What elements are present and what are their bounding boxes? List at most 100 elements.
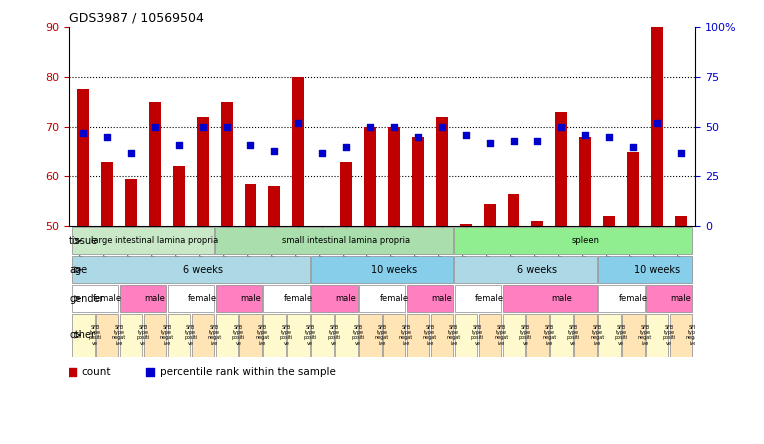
Point — [435, 123, 448, 130]
Bar — [125, 179, 137, 226]
Bar — [412, 137, 424, 226]
Point — [675, 149, 687, 156]
Text: SFB
type
positi
ve: SFB type positi ve — [280, 325, 293, 346]
Bar — [359, 314, 381, 357]
Text: 10 weeks: 10 weeks — [371, 265, 417, 275]
Point — [77, 129, 89, 136]
Text: SFB
type
negat
ive: SFB type negat ive — [494, 325, 509, 346]
Bar — [335, 314, 358, 357]
Bar — [268, 186, 280, 226]
Bar — [579, 137, 591, 226]
Text: 10 weeks: 10 weeks — [634, 265, 680, 275]
Text: SFB
type
positi
ve: SFB type positi ve — [471, 325, 484, 346]
Point — [196, 123, 209, 130]
Bar — [168, 285, 214, 312]
Bar — [311, 285, 358, 312]
Text: female: female — [283, 294, 313, 303]
Point — [555, 123, 568, 130]
Bar — [460, 224, 471, 226]
Point — [66, 369, 78, 376]
Bar — [550, 314, 573, 357]
Bar — [77, 89, 89, 226]
Text: SFB
type
negat
ive: SFB type negat ive — [255, 325, 270, 346]
Point — [144, 369, 157, 376]
Point — [651, 119, 663, 126]
Point — [507, 137, 520, 144]
Text: SFB
type
positi
ve: SFB type positi ve — [567, 325, 580, 346]
Bar — [196, 117, 209, 226]
Bar — [72, 227, 214, 254]
Bar — [651, 27, 663, 226]
Point — [531, 137, 543, 144]
Point — [579, 131, 591, 138]
Text: female: female — [92, 294, 121, 303]
Bar — [215, 227, 453, 254]
Bar — [575, 314, 597, 357]
Bar — [101, 162, 113, 226]
Text: SFB
type
positi
ve: SFB type positi ve — [519, 325, 533, 346]
Bar — [293, 77, 304, 226]
Text: SFB
type
positi
ve: SFB type positi ve — [328, 325, 341, 346]
Text: male: male — [335, 294, 357, 303]
Bar — [215, 314, 238, 357]
Text: tissue: tissue — [70, 236, 99, 246]
Text: SFB
type
negat
ive: SFB type negat ive — [112, 325, 126, 346]
Text: SFB
type
negat
ive: SFB type negat ive — [638, 325, 652, 346]
Text: male: male — [432, 294, 452, 303]
Text: SFB
type
positi
ve: SFB type positi ve — [351, 325, 364, 346]
Point — [484, 139, 496, 146]
Bar — [340, 162, 352, 226]
Text: SFB
type
positi
ve: SFB type positi ve — [184, 325, 197, 346]
Text: SFB
type
positi
ve: SFB type positi ve — [136, 325, 150, 346]
Text: SFB
type
negat
ive: SFB type negat ive — [160, 325, 174, 346]
Bar — [646, 285, 692, 312]
Text: female: female — [188, 294, 217, 303]
Bar — [311, 256, 453, 283]
Point — [460, 131, 472, 138]
Bar — [507, 194, 520, 226]
Bar — [455, 227, 692, 254]
Point — [364, 123, 376, 130]
Text: SFB
type
positi
ve: SFB type positi ve — [662, 325, 675, 346]
Text: SFB
type
negat
ive: SFB type negat ive — [590, 325, 604, 346]
Text: SFB
type
negat
ive: SFB type negat ive — [399, 325, 413, 346]
Bar — [221, 102, 232, 226]
Point — [627, 143, 639, 150]
Point — [173, 141, 185, 148]
Bar — [287, 314, 309, 357]
Bar — [455, 285, 501, 312]
Bar — [526, 314, 549, 357]
Bar — [598, 314, 620, 357]
Text: 6 weeks: 6 weeks — [517, 265, 558, 275]
Bar — [604, 217, 615, 226]
Bar — [555, 111, 568, 226]
Bar — [503, 285, 597, 312]
Text: other: other — [70, 330, 96, 340]
Bar — [455, 314, 478, 357]
Bar — [244, 184, 257, 226]
Text: SFB
type
positi
ve: SFB type positi ve — [89, 325, 102, 346]
Text: male: male — [551, 294, 571, 303]
Text: SFB
type
positi
ve: SFB type positi ve — [614, 325, 628, 346]
Bar — [597, 256, 692, 283]
Bar — [120, 285, 167, 312]
Point — [603, 133, 615, 140]
Bar — [239, 314, 262, 357]
Point — [316, 149, 329, 156]
Bar — [96, 314, 118, 357]
Bar — [311, 314, 334, 357]
Point — [101, 133, 113, 140]
Bar — [72, 285, 118, 312]
Bar — [364, 127, 376, 226]
Text: age: age — [70, 265, 87, 275]
Bar — [168, 314, 190, 357]
Text: small intestinal lamina propria: small intestinal lamina propria — [282, 236, 410, 246]
Text: SFB
type
negat
ive: SFB type negat ive — [375, 325, 389, 346]
Text: male: male — [240, 294, 261, 303]
Bar — [359, 285, 406, 312]
Bar — [431, 314, 453, 357]
Text: SFB
type
positi
ve: SFB type positi ve — [231, 325, 245, 346]
Text: 6 weeks: 6 weeks — [183, 265, 222, 275]
Bar — [407, 314, 429, 357]
Bar — [503, 314, 525, 357]
